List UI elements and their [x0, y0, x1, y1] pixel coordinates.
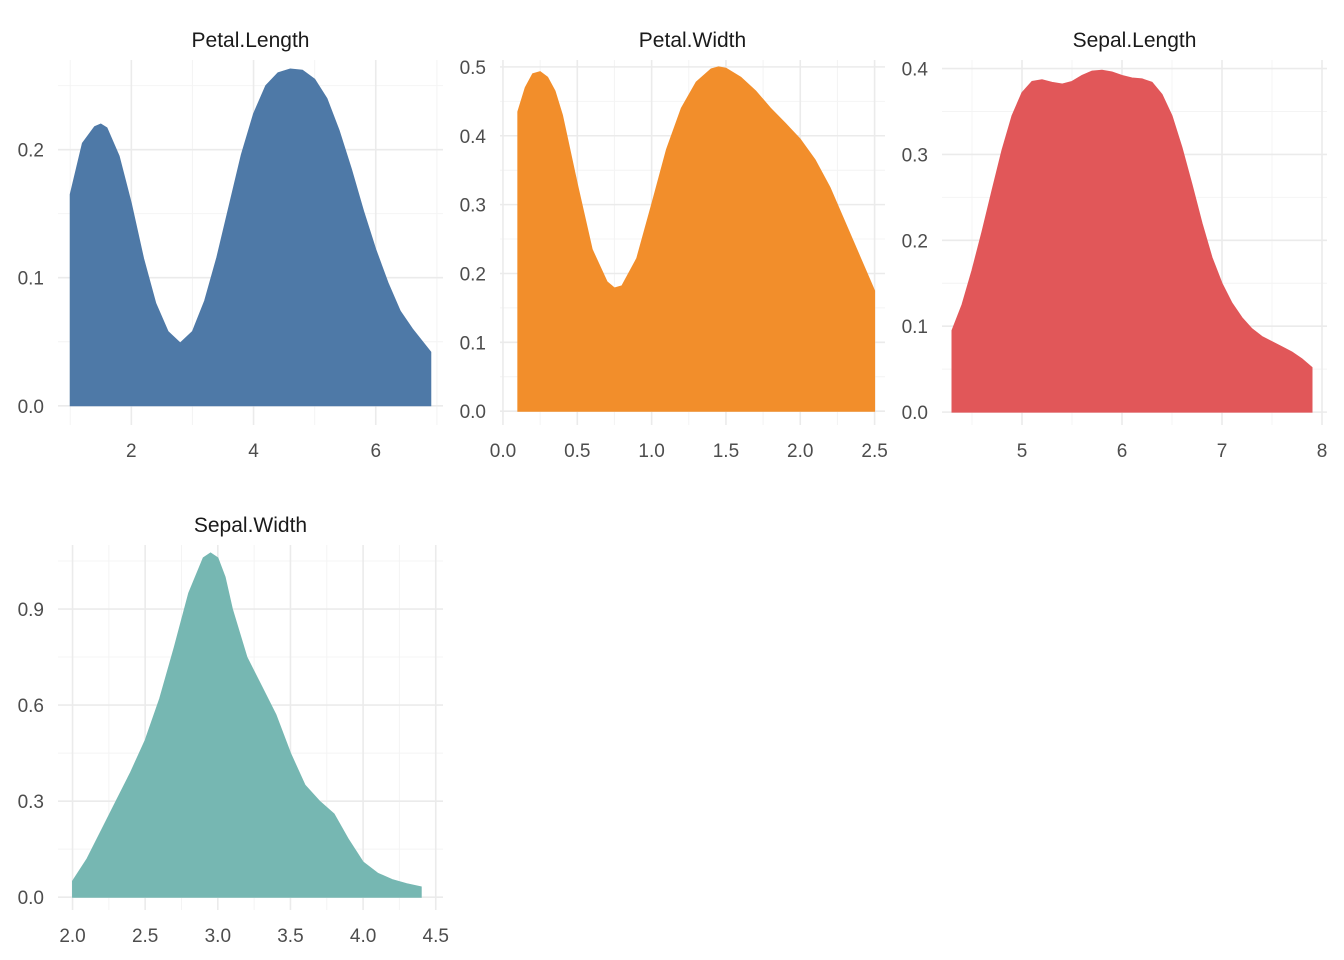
x-tick-label: 1.5	[713, 441, 739, 462]
x-tick-label: 6	[1117, 441, 1128, 462]
x-tick-label: 2.0	[787, 441, 813, 462]
y-tick-label: 0.3	[460, 196, 486, 217]
x-tick-label: 2	[126, 441, 137, 462]
x-tick-label: 3.5	[277, 926, 303, 947]
x-tick-label: 4	[248, 441, 259, 462]
x-tick-label: 2.5	[132, 926, 158, 947]
density-area-sepal-length	[951, 69, 1313, 413]
x-tick-label: 0.5	[564, 441, 590, 462]
x-tick-label: 8	[1317, 441, 1328, 462]
y-tick-label: 0.1	[460, 333, 486, 354]
y-tick-label: 0.0	[18, 888, 44, 909]
y-tick-label: 0.4	[902, 60, 929, 81]
y-tick-label: 0.1	[902, 317, 928, 338]
y-tick-label: 0.4	[460, 127, 487, 148]
y-tick-label: 0.0	[18, 397, 44, 418]
panel-petal-width: Petal.Width 0.0 0.5 1.0 1.5 2.0 2.5 0.0 0.1 0.2 0…	[460, 29, 888, 462]
x-tick-label: 2.0	[59, 926, 85, 947]
y-tick-label: 0.0	[460, 402, 486, 423]
panel-title-sepal-width: Sepal.Width	[194, 514, 307, 537]
y-tick-label: 0.3	[18, 792, 44, 813]
panel-sepal-width: Sepal.Width 2.0 2.5 3.0 3.5 4.0 4.5 0.0 0.3 0.6 0…	[18, 514, 449, 947]
density-area-petal-width	[517, 66, 876, 412]
panel-title-petal-length: Petal.Length	[192, 29, 310, 52]
y-tick-label: 0.2	[902, 231, 928, 252]
x-tick-label: 5	[1017, 441, 1028, 462]
x-tick-label: 4.5	[423, 926, 449, 947]
x-tick-label: 3.0	[205, 926, 231, 947]
panel-petal-length: Petal.Length 2 4 6 0.0 0.1 0.2	[18, 29, 443, 462]
y-tick-label: 0.1	[18, 269, 44, 290]
x-tick-label: 7	[1217, 441, 1228, 462]
panel-title-sepal-length: Sepal.Length	[1073, 29, 1197, 52]
x-tick-label: 4.0	[350, 926, 376, 947]
density-area-petal-length	[69, 68, 432, 407]
y-tick-label: 0.5	[460, 58, 486, 79]
x-tick-label: 6	[370, 441, 381, 462]
x-tick-label: 2.5	[861, 441, 887, 462]
y-tick-label: 0.9	[18, 600, 44, 621]
y-tick-label: 0.2	[460, 264, 486, 285]
x-tick-label: 1.0	[638, 441, 664, 462]
y-tick-label: 0.2	[18, 141, 44, 162]
x-tick-label: 0.0	[490, 441, 516, 462]
y-tick-label: 0.0	[902, 403, 928, 424]
panel-title-petal-width: Petal.Width	[639, 29, 746, 52]
y-tick-label: 0.6	[18, 696, 44, 717]
y-tick-label: 0.3	[902, 145, 928, 166]
panel-sepal-length: Sepal.Length 5 6 7 8 0.0 0.1 0.2 0.3 0.4	[902, 29, 1328, 462]
density-area-sepal-width	[72, 552, 422, 898]
